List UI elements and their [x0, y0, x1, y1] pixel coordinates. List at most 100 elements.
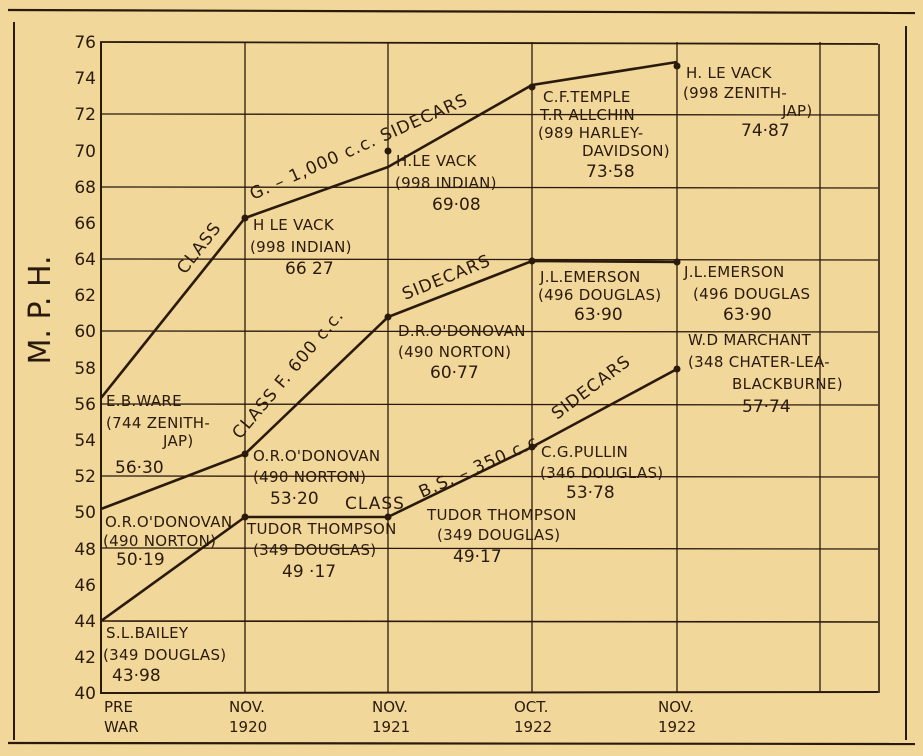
y-tick-56: 56 — [74, 395, 96, 415]
annotation-machine: (496 DOUGLAS) — [538, 286, 661, 304]
series-label-bs-mid: B.S. – 350 c.c — [416, 432, 542, 503]
annotation-rider: O.R.O'DONOVAN — [253, 447, 380, 465]
annotation-speed: 43·98 — [112, 666, 161, 686]
point-f-oct1922 — [528, 257, 536, 265]
annotation-rider: S.L.BAILEY — [106, 624, 189, 642]
annotations-class-g: E.B.WARE (744 ZENITH- JAP) 56·30 H LE VA… — [106, 64, 812, 478]
annotation-machine: (349 DOUGLAS) — [437, 526, 560, 544]
x-tick-nov1921-line2: 1921 — [372, 718, 410, 736]
annotation-rider: H LE VACK — [253, 216, 335, 234]
annotation-speed: 56·30 — [115, 458, 164, 478]
annotation-speed: 63·90 — [723, 305, 772, 325]
annotation-machine: (998 INDIAN) — [250, 238, 352, 256]
series-label-bs-class: CLASS — [345, 494, 405, 514]
y-tick-72: 72 — [74, 105, 96, 125]
annotation-rider: H.LE VACK — [396, 152, 478, 170]
annotation-machine: JAP) — [162, 432, 194, 450]
annotation-rider: C.F.TEMPLE — [543, 88, 631, 106]
annotation-speed: 53·20 — [270, 489, 319, 509]
annotation-speed: 66 27 — [285, 259, 334, 279]
point-g-1920 — [241, 214, 249, 222]
annotation-rider: E.B.WARE — [106, 392, 182, 410]
y-tick-58: 58 — [74, 359, 96, 379]
x-tick-nov1920-line1: NOV. — [229, 698, 265, 716]
annotation-machine: (349 DOUGLAS) — [253, 541, 376, 559]
annotation-rider: J.L.EMERSON — [683, 263, 785, 281]
y-tick-50: 50 — [74, 503, 96, 523]
annotation-rider: O.R.O'DONOVAN — [105, 513, 232, 531]
annotation-speed: 73·58 — [586, 162, 635, 182]
y-tick-54: 54 — [74, 431, 96, 451]
annotation-machine: (490 NORTON) — [253, 468, 366, 486]
plot-grid — [99, 41, 880, 694]
y-tick-46: 46 — [74, 576, 96, 596]
annotation-machine: (998 INDIAN) — [395, 174, 497, 192]
annotation-speed: 49·17 — [453, 547, 502, 567]
point-bs-oct1922 — [528, 443, 536, 451]
point-bs-1920 — [241, 513, 249, 521]
annotation-speed: 60·77 — [430, 363, 479, 383]
annotation-speed: 49 ·17 — [282, 562, 336, 582]
point-g-1921 — [384, 147, 392, 155]
data-points — [241, 62, 681, 521]
annotation-machine: (989 HARLEY- — [538, 124, 643, 142]
annotation-machine: (490 NORTON) — [398, 343, 511, 361]
x-axis-labels: PRE WAR NOV. 1920 NOV. 1921 OCT. 1922 NO… — [104, 698, 696, 736]
x-tick-nov1920-line2: 1920 — [229, 718, 267, 736]
y-tick-52: 52 — [74, 467, 96, 487]
y-tick-60: 60 — [74, 322, 96, 342]
annotation-rider: TUDOR THOMPSON — [246, 520, 397, 538]
x-tick-oct1922-line1: OCT. — [514, 698, 548, 716]
annotations-class-bs: S.L.BAILEY (349 DOUGLAS) 43·98 TUDOR THO… — [103, 331, 843, 686]
annotation-machine: (496 DOUGLAS — [693, 285, 810, 303]
point-f-1921 — [384, 313, 392, 321]
y-tick-62: 62 — [74, 286, 96, 306]
point-g-nov1922 — [673, 62, 681, 70]
y-tick-44: 44 — [74, 612, 96, 632]
annotation-machine: (349 DOUGLAS) — [103, 646, 226, 664]
x-tick-nov1922-line1: NOV. — [658, 698, 694, 716]
annotation-speed: 57·74 — [742, 397, 791, 417]
y-axis-label: M. P. H. — [23, 255, 58, 364]
point-g-oct1922 — [528, 83, 536, 91]
outer-frame — [7, 8, 916, 746]
annotation-speed: 53·78 — [566, 483, 615, 503]
x-tick-oct1922-line2: 1922 — [514, 718, 552, 736]
annotation-machine: (998 ZENITH- — [683, 84, 787, 102]
y-axis-ticks: 76 74 72 70 68 66 64 62 60 58 56 54 52 5… — [74, 33, 96, 704]
annotation-machine: DAVIDSON) — [582, 142, 670, 160]
point-f-nov1922 — [673, 258, 681, 266]
y-tick-68: 68 — [74, 178, 96, 198]
annotation-rider: J.L.EMERSON — [539, 268, 641, 286]
point-bs-nov1922 — [673, 365, 681, 373]
x-tick-prewar-line1: PRE — [104, 698, 133, 716]
annotation-rider: TUDOR THOMPSON — [426, 506, 577, 524]
annotation-rider: H. LE VACK — [686, 64, 773, 82]
series-line-class-g — [99, 60, 678, 399]
y-tick-74: 74 — [74, 69, 96, 89]
annotation-rider: C.G.PULLIN — [541, 443, 628, 461]
y-tick-42: 42 — [74, 648, 96, 668]
annotations-class-f: O.R.O'DONOVAN (490 NORTON) 50·19 O.R.O'D… — [103, 263, 810, 570]
annotation-machine: (348 CHATER-LEA- — [688, 353, 830, 371]
x-tick-nov1921-line1: NOV. — [372, 698, 408, 716]
annotation-machine: BLACKBURNE) — [732, 375, 843, 393]
x-tick-prewar-line2: WAR — [104, 718, 139, 736]
series-label-f-class: CLASS F. 600 c.c. — [229, 306, 349, 443]
series-label-bs-side: SIDECARS — [548, 352, 635, 424]
y-tick-40: 40 — [74, 684, 96, 704]
point-bs-1921 — [384, 513, 392, 521]
y-tick-64: 64 — [74, 250, 96, 270]
annotation-speed: 74·87 — [741, 121, 790, 141]
point-f-1920 — [241, 450, 249, 458]
annotation-speed: 63·90 — [574, 305, 623, 325]
annotation-rider: T.R ALLCHIN — [539, 106, 635, 124]
y-tick-70: 70 — [74, 142, 96, 162]
annotation-speed: 50·19 — [116, 550, 165, 570]
y-tick-48: 48 — [74, 540, 96, 560]
annotation-rider: D.R.O'DONOVAN — [398, 322, 526, 340]
annotation-rider: W.D MARCHANT — [688, 331, 812, 349]
series-label-g-class: CLASS — [173, 219, 226, 279]
annotation-machine: (744 ZENITH- — [106, 414, 210, 432]
